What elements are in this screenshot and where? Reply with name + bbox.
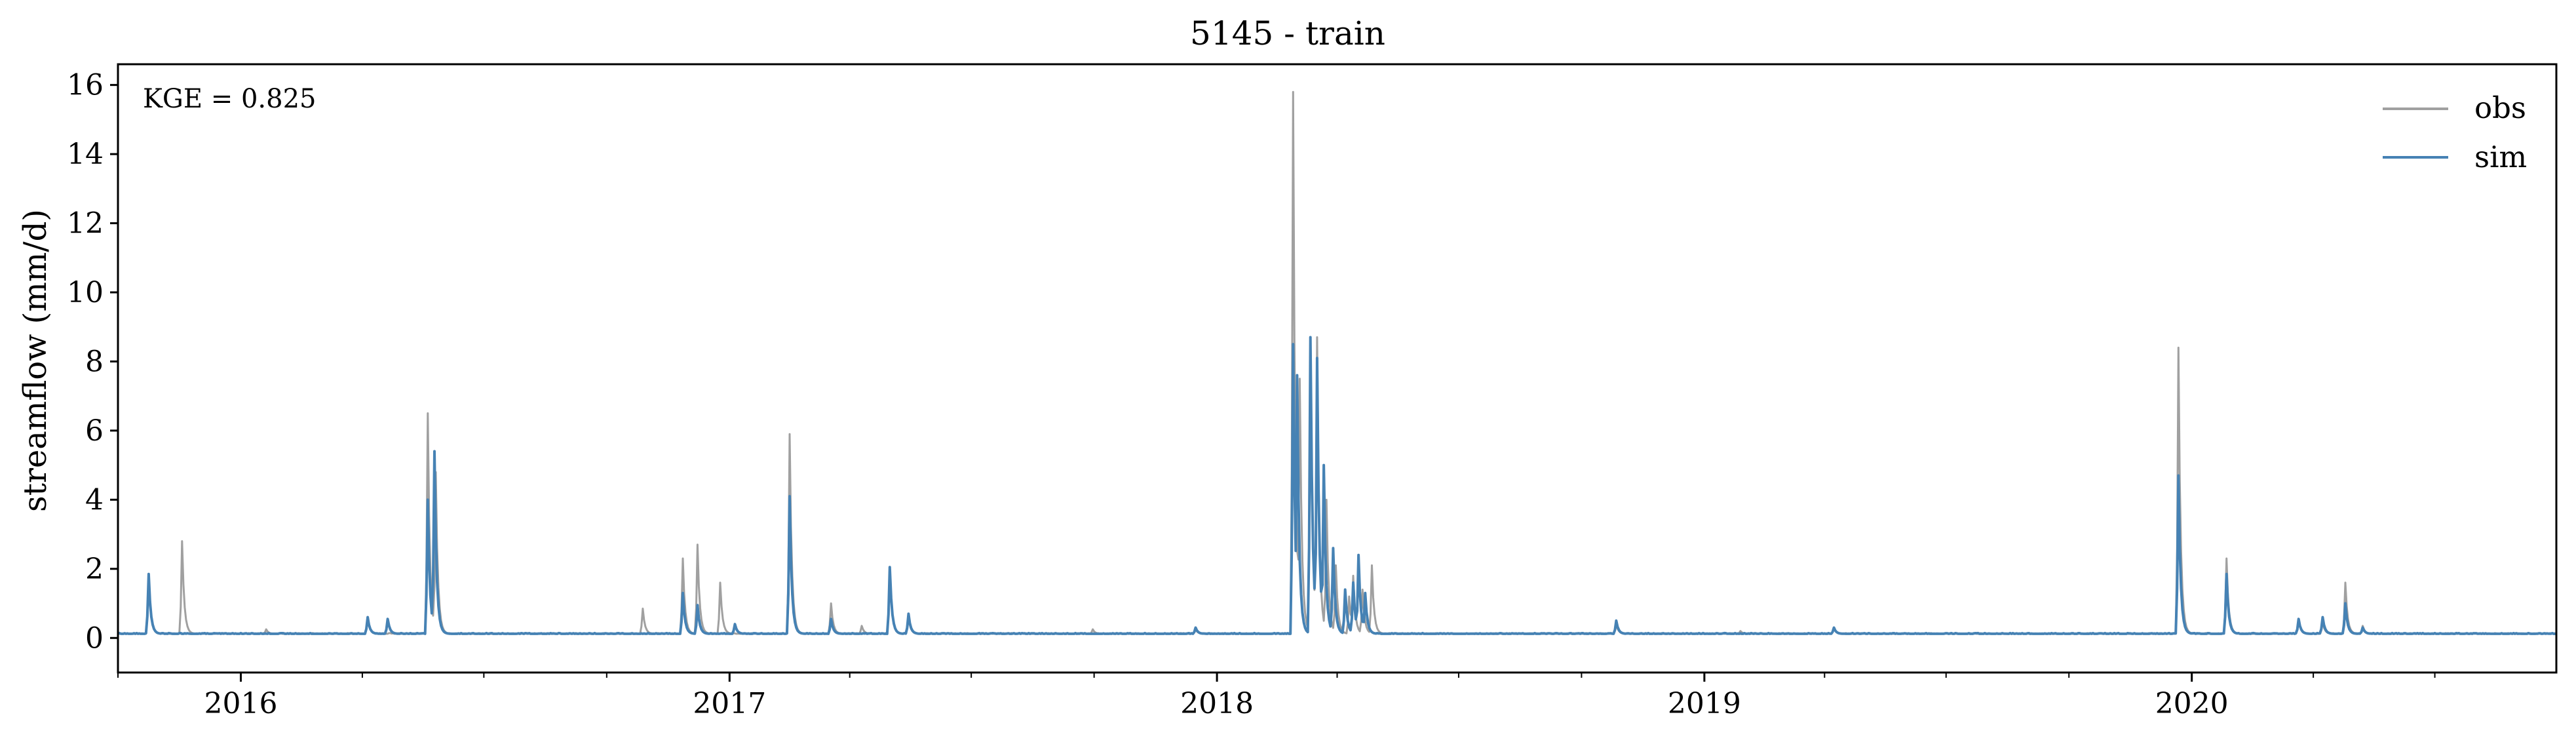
y-tick-label: 8 [85,345,104,378]
plot-series [117,90,2557,635]
x-tick-label: 2016 [204,687,277,720]
legend-label-obs: obs [2474,90,2526,125]
x-axis: 2016 2017 2018 2019 2020 [117,673,2436,720]
y-tick-label: 16 [67,69,104,102]
y-tick-label: 14 [67,138,104,171]
y-tick-label: 6 [85,414,104,448]
y-tick-label: 2 [85,553,104,586]
y-axis: 0 2 4 6 8 10 12 14 16 [67,69,118,655]
series-line-sim [117,336,2556,635]
y-tick-label: 10 [67,276,104,309]
x-tick-label: 2020 [2155,687,2229,720]
x-tick-label: 2017 [693,687,766,720]
kge-annotation: KGE = 0.825 [143,84,317,114]
chart-title: 5145 - train [1190,14,1385,52]
y-tick-label: 4 [85,483,104,517]
legend-label-sim: sim [2474,140,2527,174]
series-line-obs [117,90,2557,635]
plot-frame [117,63,2558,674]
y-tick-label: 0 [85,621,104,655]
x-tick-label: 2018 [1180,687,1254,720]
legend: obs sim [2383,90,2527,174]
y-axis-label: streamflow (mm/d) [17,209,54,512]
y-tick-label: 12 [67,207,104,241]
x-tick-label: 2019 [1668,687,1741,720]
